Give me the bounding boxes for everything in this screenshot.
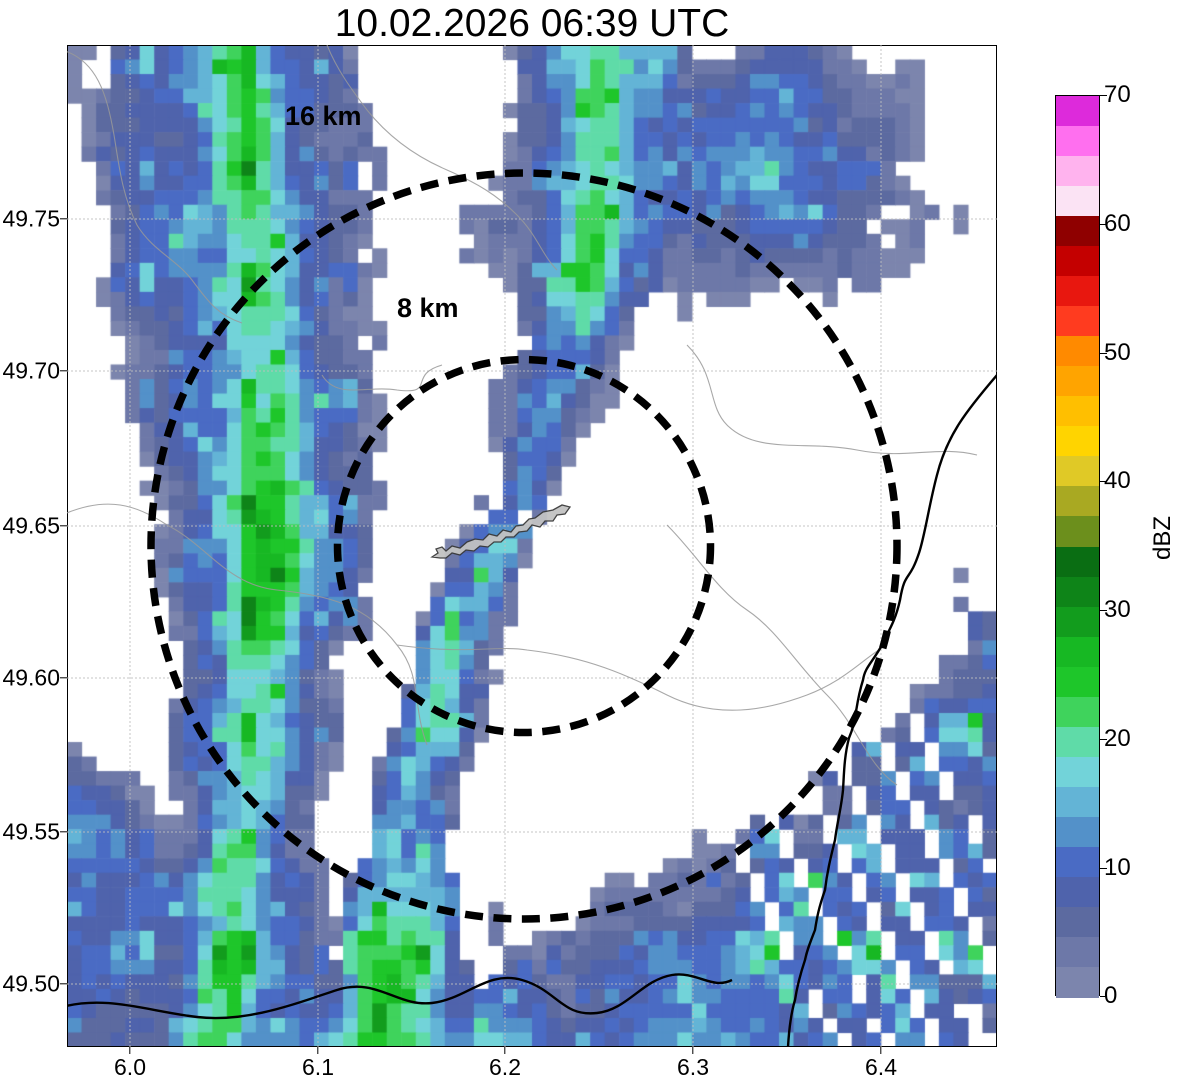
svg-text:8 km: 8 km <box>397 293 459 323</box>
svg-text:16 km: 16 km <box>285 101 362 131</box>
